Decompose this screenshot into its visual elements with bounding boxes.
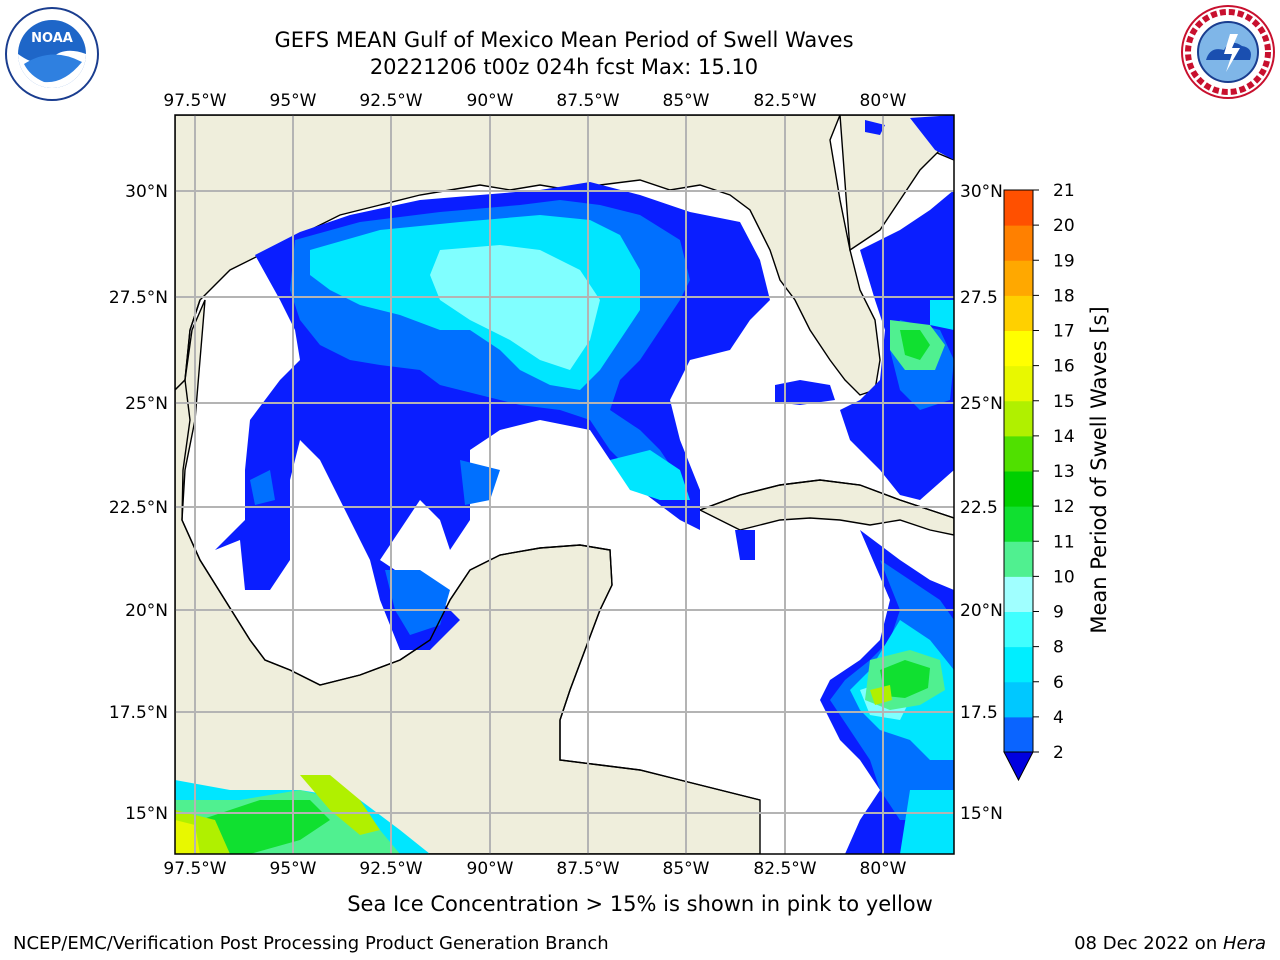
colorbar-tick-label: 10 (1053, 567, 1075, 587)
colorbar-band (1004, 400, 1033, 437)
lon-label-bottom: 87.5°W (556, 859, 619, 879)
colorbar-band (1004, 435, 1033, 472)
colorbar-tick-label: 9 (1053, 603, 1064, 623)
colorbar-tick-label: 18 (1053, 286, 1075, 306)
colorbar-tick-label: 21 (1053, 181, 1075, 201)
colorbar-band (1004, 576, 1033, 612)
colorbar: 2 4 6 8 9 10 11 12 13 14 15 16 17 18 19 20 21 (1003, 181, 1075, 782)
colorbar-band (1004, 681, 1033, 718)
colorbar-tick-label: 4 (1053, 708, 1064, 728)
colorbar-band (1004, 260, 1033, 296)
noaa-logo: NOAA (5, 7, 99, 101)
lat-label-right: 30°N (960, 182, 1003, 202)
colorbar-band (1004, 646, 1033, 683)
colorbar-band (1004, 716, 1033, 753)
colorbar-tick-label: 14 (1053, 427, 1075, 447)
sea-ice-note: Sea Ice Concentration > 15% is shown in … (347, 892, 933, 916)
lon-label-bottom: 90°W (467, 859, 514, 879)
map-frame (174, 114, 955, 855)
lat-label-right: 15°N (960, 804, 1003, 824)
colorbar-band (1004, 611, 1033, 648)
footer-date-text: 08 Dec 2022 on (1074, 933, 1223, 954)
lat-label-right: 17.5 (960, 703, 998, 723)
svg-text:NOAA: NOAA (31, 31, 73, 46)
colorbar-tick-label: 16 (1053, 357, 1075, 377)
colorbar-band (1004, 506, 1033, 542)
lon-label-top: 97.5°W (163, 91, 226, 111)
lat-label-left: 27.5°N (109, 288, 168, 308)
lon-label-bottom: 97.5°W (163, 859, 226, 879)
colorbar-tick-label: 12 (1053, 497, 1075, 517)
lon-label-bottom: 80°W (860, 859, 907, 879)
colorbar-tick-label: 6 (1053, 673, 1064, 693)
colorbar-tick-label: 19 (1053, 251, 1075, 271)
footer-date: 08 Dec 2022 on Hera (1074, 933, 1266, 954)
colorbar-band (1004, 471, 1033, 507)
chart-subtitle: 20221206 t00z 024h fcst Max: 15.10 (369, 55, 759, 79)
colorbar-label: Mean Period of Swell Waves [s] (1087, 306, 1111, 633)
colorbar-band (1004, 225, 1033, 261)
colorbar-band (1004, 365, 1033, 402)
lon-label-bottom: 82.5°W (753, 859, 816, 879)
lat-label-left: 30°N (125, 182, 168, 202)
colorbar-tick-label: 8 (1053, 638, 1064, 658)
lon-label-top: 80°W (860, 91, 907, 111)
lat-label-left: 20°N (125, 601, 168, 621)
footer-host: Hera (1222, 933, 1266, 954)
lat-label-right: 27.5 (960, 288, 998, 308)
nws-logo (1181, 5, 1275, 99)
colorbar-band (1004, 541, 1033, 577)
lat-label-left: 15°N (125, 804, 168, 824)
lat-label-left: 22.5°N (109, 498, 168, 518)
colorbar-band (1004, 295, 1033, 331)
lat-label-right: 25°N (960, 394, 1003, 414)
lon-label-top: 87.5°W (556, 91, 619, 111)
colorbar-band (1004, 190, 1033, 226)
lat-label-right: 22.5 (960, 498, 998, 518)
lon-label-top: 95°W (270, 91, 317, 111)
lon-label-top: 85°W (663, 91, 710, 111)
colorbar-band (1004, 330, 1033, 367)
lon-label-bottom: 85°W (663, 859, 710, 879)
colorbar-tick-label: 17 (1053, 322, 1075, 342)
lon-label-top: 92.5°W (359, 91, 422, 111)
gridlines (175, 115, 954, 854)
colorbar-tick-label: 11 (1053, 532, 1075, 552)
colorbar-tick-label: 15 (1053, 392, 1075, 412)
colorbar-extend (1003, 751, 1034, 782)
lat-label-left: 17.5°N (109, 703, 168, 723)
lon-label-bottom: 95°W (270, 859, 317, 879)
lon-label-top: 90°W (467, 91, 514, 111)
colorbar-tick-label: 13 (1053, 462, 1075, 482)
colorbar-tick-label: 2 (1053, 743, 1064, 763)
lat-label-right: 20°N (960, 601, 1003, 621)
footer-credit: NCEP/EMC/Verification Post Processing Pr… (13, 933, 609, 954)
chart-title: GEFS MEAN Gulf of Mexico Mean Period of … (274, 28, 854, 52)
lat-label-left: 25°N (125, 394, 168, 414)
colorbar-tick-label: 20 (1053, 216, 1075, 236)
lon-label-top: 82.5°W (753, 91, 816, 111)
lon-label-bottom: 92.5°W (359, 859, 422, 879)
